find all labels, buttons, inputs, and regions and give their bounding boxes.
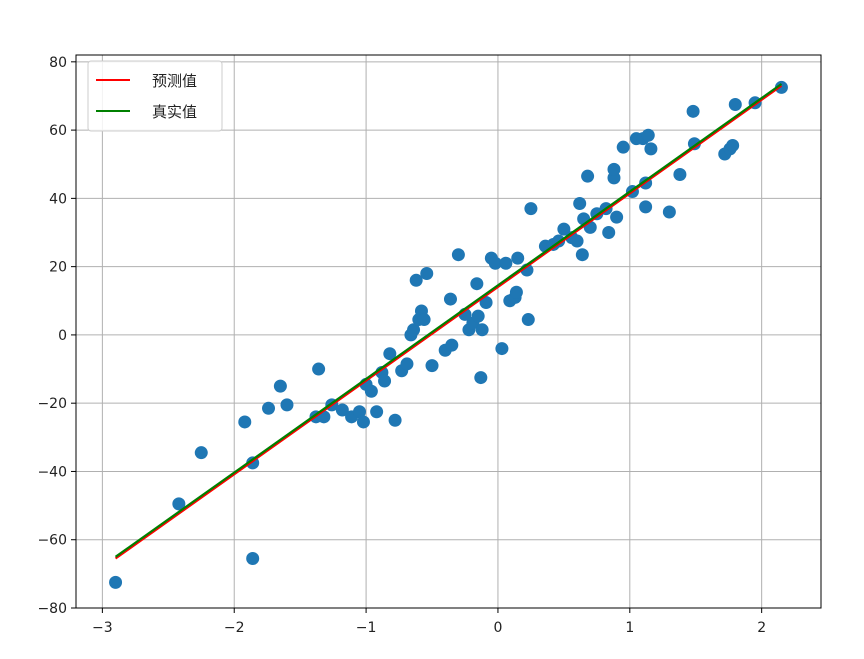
scatter-point [641,128,655,142]
scatter-point [607,162,621,176]
scatter-point [475,323,489,337]
scatter-point [425,359,439,373]
y-tick-label: −60 [37,533,67,549]
scatter-point [524,202,538,216]
scatter-point [774,80,788,94]
y-tick-label: −80 [37,601,67,617]
x-tick-label: −2 [224,620,245,636]
scatter-point [335,403,349,417]
scatter-point [370,405,384,419]
legend-label-actual: 真实值 [152,103,197,121]
y-tick-label: 60 [49,123,67,139]
scatter-point [521,313,535,327]
scatter-point [445,338,459,352]
scatter-point [686,104,700,118]
scatter-point [511,251,525,265]
legend: 预测值 真实值 [87,60,223,132]
scatter-point [471,309,485,323]
scatter-point [443,292,457,306]
legend-box [87,60,223,132]
scatter-point [616,140,630,154]
scatter-point [407,323,421,337]
scatter-point [581,169,595,183]
scatter-point [662,205,676,219]
x-tick-label: 0 [493,620,502,636]
x-tick-label: 1 [625,620,634,636]
scatter-point [238,415,252,429]
scatter-point [602,226,616,240]
scatter-point [400,357,414,371]
y-tick-label: 0 [58,328,67,344]
x-tick-label: −3 [92,620,113,636]
scatter-point [420,266,434,280]
x-tick-label: 2 [757,620,766,636]
x-axis-ticks: −3 −2 −1 0 1 2 [92,608,766,636]
scatter-point [726,138,740,152]
scatter-point [451,248,465,262]
scatter-point [479,295,493,309]
scatter-point [172,497,186,511]
scatter-point [575,248,589,262]
scatter-point [388,413,402,427]
scatter-point [378,374,392,388]
y-tick-label: 20 [49,260,67,276]
scatter-point [194,446,208,460]
scatter-point [409,273,423,287]
scatter-point [495,342,509,356]
scatter-point [470,277,484,291]
grid-lines [76,55,821,609]
predicted-line [114,84,783,560]
scatter-point [499,256,513,270]
scatter-point [644,142,658,156]
scatter-point [509,285,523,299]
y-tick-label: 80 [49,55,67,71]
scatter-point [639,200,653,214]
scatter-point [488,256,502,270]
actual-line [114,83,783,558]
scatter-point [356,415,370,429]
y-tick-label: 40 [49,191,67,207]
scatter-point [610,210,624,224]
scatter-point [262,401,276,415]
scatter-point [312,362,326,376]
scatter-point [474,371,488,385]
x-tick-label: −1 [356,620,377,636]
scatter-point [417,313,431,327]
scatter-point [273,379,287,393]
plot-frame [75,54,822,609]
scatter-point [673,167,687,181]
y-tick-label: −20 [37,396,67,412]
legend-label-predicted: 预测值 [152,72,197,90]
scatter-point [280,398,294,412]
scatter-point [573,196,587,210]
scatter-point [383,347,397,361]
scatter-point [364,384,378,398]
y-tick-label: −40 [37,464,67,480]
scatter-point [728,97,742,111]
scatter-point [557,222,571,236]
scatter-point [246,552,260,566]
scatter-point [570,234,584,248]
scatter-point [109,575,123,589]
regression-lines [114,83,783,560]
scatter-point [352,405,366,419]
y-axis-ticks: −80 −60 −40 −20 0 20 40 60 80 [37,55,76,617]
